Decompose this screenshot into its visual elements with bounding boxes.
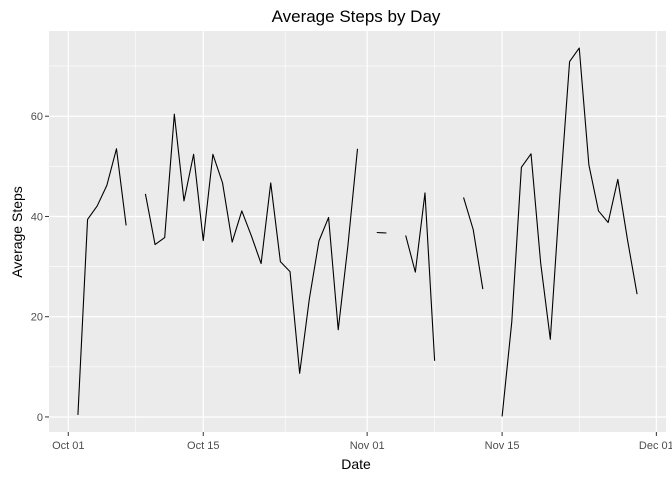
y-axis-title: Average Steps xyxy=(9,186,25,278)
chart-title: Average Steps by Day xyxy=(272,7,441,26)
x-tick-label: Nov 15 xyxy=(485,440,520,452)
series-line-segment xyxy=(463,197,484,290)
series-line-segment xyxy=(405,192,436,361)
series-lines xyxy=(77,47,638,417)
series-line-segment xyxy=(144,113,359,374)
y-tick-label: 60 xyxy=(31,111,43,123)
series-line-segment xyxy=(501,47,638,417)
y-axis: 0 20 40 60 xyxy=(31,111,49,424)
x-tick-label: Oct 15 xyxy=(187,440,219,452)
grid-lines xyxy=(49,31,666,432)
y-tick-label: 0 xyxy=(37,412,43,424)
x-tick-label: Dec 01 xyxy=(639,440,672,452)
x-axis-title: Date xyxy=(341,456,371,472)
series-line-segment xyxy=(77,148,127,415)
x-axis: Oct 01 Oct 15 Nov 01 Nov 15 Dec 01 xyxy=(52,432,672,452)
x-tick-label: Oct 01 xyxy=(52,440,84,452)
y-tick-label: 40 xyxy=(31,211,43,223)
y-tick-label: 20 xyxy=(31,312,43,324)
plot-panel xyxy=(49,31,666,432)
series-line-segment xyxy=(376,231,387,234)
x-tick-label: Nov 01 xyxy=(350,440,385,452)
